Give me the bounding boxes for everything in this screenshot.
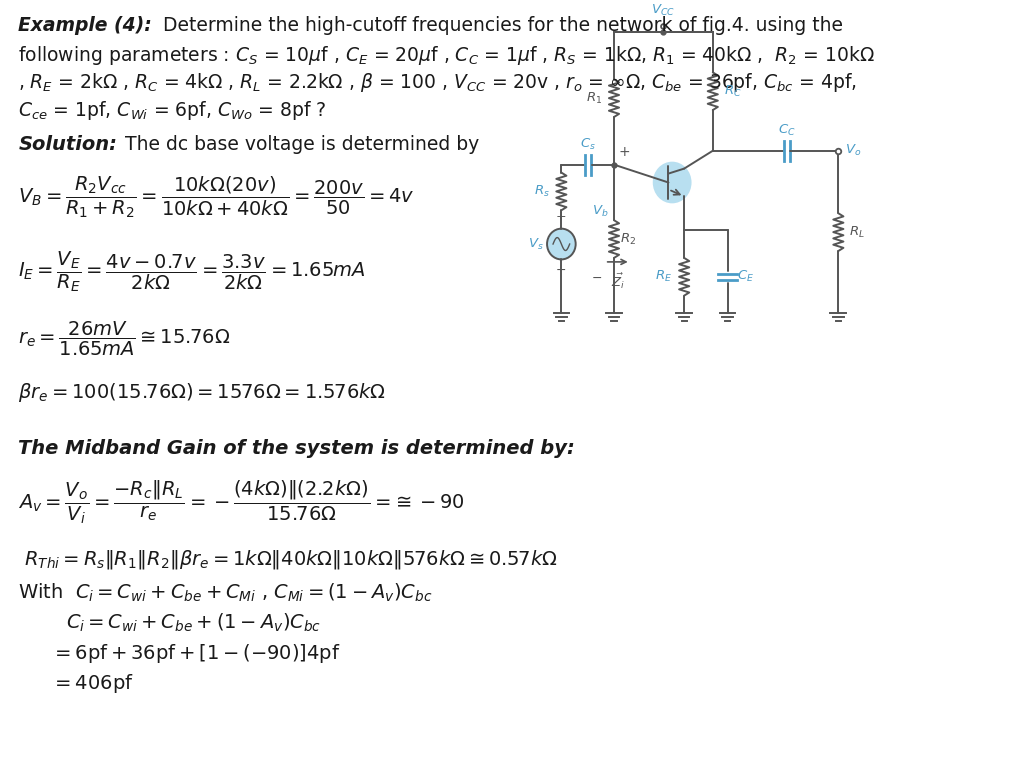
Text: $R_L$: $R_L$ (850, 224, 865, 240)
Text: With  $C_i = C_{wi} + C_{be} + C_{Mi}$ , $C_{Mi} = ( 1- A_v) C_{bc}$: With $C_i = C_{wi} + C_{be} + C_{Mi}$ , … (18, 581, 433, 604)
Text: The dc base voltage is determined by: The dc base voltage is determined by (125, 135, 479, 154)
Text: The Midband Gain of the system is determined by:: The Midband Gain of the system is determ… (18, 439, 575, 458)
Text: $= 6\mathrm{pf} + 36\mathrm{pf} + [ 1 - (-90)] 4\mathrm{pf}$: $= 6\mathrm{pf} + 36\mathrm{pf} + [ 1 - … (51, 642, 340, 665)
Text: $R_{Thi} = R_s\|R_1\|R_2\|\beta r_e = 1k\Omega\|40k\Omega\|10k\Omega\|576k\Omega: $R_{Thi} = R_s\|R_1\|R_2\|\beta r_e = 1k… (18, 548, 558, 571)
Text: −: − (592, 272, 602, 285)
Text: $R_1$: $R_1$ (586, 91, 602, 106)
Text: $R_s$: $R_s$ (535, 184, 550, 199)
Text: $V_b$: $V_b$ (592, 204, 608, 219)
Text: $C_s$: $C_s$ (581, 137, 596, 152)
Text: $R_E$: $R_E$ (655, 270, 672, 284)
Text: Determine the high-cutoff frequencies for the network of fig.4. using the: Determine the high-cutoff frequencies fo… (164, 16, 844, 35)
Text: $R_2$: $R_2$ (621, 231, 637, 247)
Text: $= 406\mathrm{pf}$: $= 406\mathrm{pf}$ (51, 672, 133, 695)
Text: following parameters : $C_S$ = 10$\mu$f , $C_E$ = 20$\mu$f , $C_C$ = 1$\mu$f , $: following parameters : $C_S$ = 10$\mu$f … (18, 44, 876, 67)
Circle shape (652, 161, 691, 204)
Text: $A_v = \dfrac{V_o}{V_i} = \dfrac{-R_c\|R_L}{r_e} = -\dfrac{(4k\Omega)\|(2.2k\Ome: $A_v = \dfrac{V_o}{V_i} = \dfrac{-R_c\|R… (18, 478, 465, 525)
Text: $I_E = \dfrac{V_E}{R_E} = \dfrac{4v - 0.7v}{2k\Omega} = \dfrac{3.3v}{2k\Omega} =: $I_E = \dfrac{V_E}{R_E} = \dfrac{4v - 0.… (18, 249, 366, 293)
Text: $C_E$: $C_E$ (737, 270, 754, 284)
Text: $C_{ce}$ = 1pf, $C_{Wi}$ = 6pf, $C_{Wo}$ = 8pf ?: $C_{ce}$ = 1pf, $C_{Wi}$ = 6pf, $C_{Wo}$… (18, 99, 327, 122)
Text: , $R_E$ = 2k$\Omega$ , $R_C$ = 4k$\Omega$ , $R_L$ = 2.2k$\Omega$ , $\beta$ = 100: , $R_E$ = 2k$\Omega$ , $R_C$ = 4k$\Omega… (18, 71, 857, 94)
Text: $C_C$: $C_C$ (778, 123, 796, 137)
Text: $C_i = C_{wi} + C_{be} + ( 1- A_v) C_{bc}$: $C_i = C_{wi} + C_{be} + ( 1- A_v) C_{bc… (67, 612, 322, 634)
Text: $R_C$: $R_C$ (724, 84, 741, 99)
Circle shape (547, 229, 575, 260)
Text: $r_e = \dfrac{26mV}{1.65mA} \cong 15.76\Omega$: $r_e = \dfrac{26mV}{1.65mA} \cong 15.76\… (18, 319, 230, 358)
Text: $\beta r_e = 100(15.76\Omega) = 1576\Omega = 1.576k\Omega$: $\beta r_e = 100(15.76\Omega) = 1576\Ome… (18, 381, 386, 404)
Text: +: + (556, 210, 566, 223)
Text: $V_s$: $V_s$ (528, 237, 544, 252)
Text: $V_B = \dfrac{R_2 V_{cc}}{R_1 + R_2} = \dfrac{10k\Omega(20v)}{10k\Omega + 40k\Om: $V_B = \dfrac{R_2 V_{cc}}{R_1 + R_2} = \… (18, 174, 415, 220)
Text: Example (4):: Example (4): (18, 16, 153, 35)
Text: $\vec{Z_i}$: $\vec{Z_i}$ (610, 272, 625, 291)
Text: $V_o$: $V_o$ (845, 143, 861, 158)
Text: +: + (618, 144, 630, 159)
Text: −: − (556, 264, 566, 277)
Text: $V_{CC}$: $V_{CC}$ (651, 2, 675, 18)
Text: Solution:: Solution: (18, 135, 118, 154)
